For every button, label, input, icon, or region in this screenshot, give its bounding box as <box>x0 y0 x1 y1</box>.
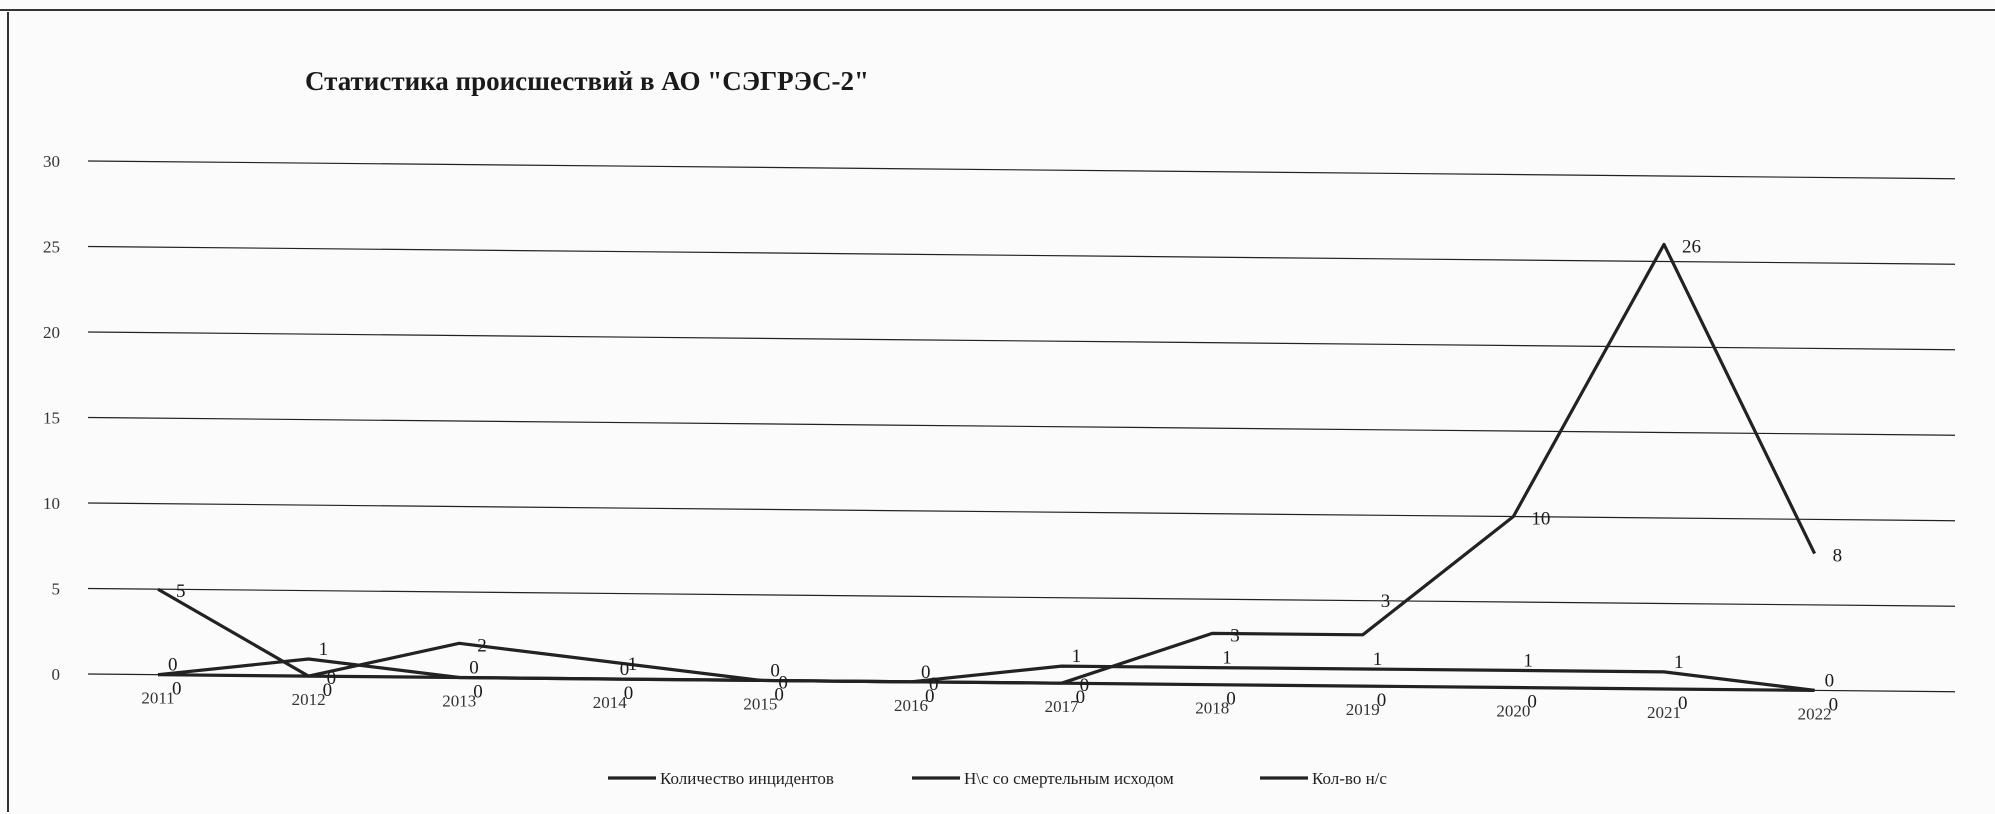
data-label: 0 <box>624 683 634 704</box>
x-tick-label: 2017 <box>1045 697 1080 716</box>
y-tick-label: 10 <box>43 494 60 513</box>
x-tick-label: 2014 <box>593 693 628 712</box>
x-tick-label: 2012 <box>292 690 326 709</box>
data-label: 0 <box>1377 690 1387 711</box>
y-axis-ticks: 0 5 10 15 20 25 30 <box>43 152 60 684</box>
data-label: 5 <box>176 581 186 602</box>
gridline <box>87 587 1956 607</box>
data-label: 26 <box>1682 236 1701 257</box>
data-label: 0 <box>929 674 939 695</box>
data-label: 0 <box>1527 692 1537 713</box>
data-label: 10 <box>1531 509 1550 530</box>
x-tick-label: 2021 <box>1647 703 1681 722</box>
x-tick-label: 2019 <box>1346 700 1380 719</box>
data-label: 0 <box>1825 670 1835 691</box>
data-label: 8 <box>1833 546 1843 567</box>
gridline <box>87 416 1956 436</box>
gridline <box>87 160 1956 180</box>
data-label: 0 <box>1080 675 1090 696</box>
data-label: 1 <box>1674 652 1684 673</box>
x-tick-label: 2011 <box>141 689 174 708</box>
legend-entry: Н\с со смертельным исходом <box>964 769 1174 788</box>
data-label: 0 <box>172 679 182 700</box>
gridline <box>87 245 1956 265</box>
data-label: 1 <box>628 654 638 675</box>
x-axis-ticks: 2011 2012 2013 2014 2015 2016 2017 2018 2019 2020… <box>141 689 1831 724</box>
data-label: 1 <box>1373 649 1383 670</box>
data-label: 1 <box>319 639 329 660</box>
x-tick-label: 2020 <box>1496 702 1530 721</box>
data-label: 0 <box>1829 694 1839 715</box>
series-lines <box>157 242 1817 692</box>
data-label: 0 <box>921 662 931 683</box>
legend: Количество инцидентов Н\с со смертельным … <box>608 769 1387 788</box>
gridlines <box>87 160 1956 693</box>
data-label: 0 <box>473 682 483 703</box>
x-tick-label: 2022 <box>1798 704 1832 723</box>
data-label: 0 <box>770 660 780 681</box>
data-label: 0 <box>1226 689 1236 710</box>
y-tick-label: 5 <box>52 580 61 599</box>
x-tick-label: 2015 <box>743 694 777 713</box>
data-label: 3 <box>1381 591 1391 612</box>
data-label: 0 <box>327 668 337 689</box>
data-label: 2 <box>477 635 487 656</box>
data-label: 1 <box>1523 650 1533 671</box>
x-tick-label: 2013 <box>442 692 476 711</box>
legend-entry: Кол-во н/с <box>1312 769 1387 788</box>
legend-entry: Количество инцидентов <box>660 769 834 788</box>
chart-title: Статистика происшествий в АО "СЭГРЭС-2" <box>305 66 869 96</box>
y-tick-label: 15 <box>43 409 60 428</box>
y-tick-label: 30 <box>43 152 60 171</box>
data-label: 0 <box>323 680 333 701</box>
data-label: 0 <box>925 686 935 707</box>
data-label: 0 <box>774 684 784 705</box>
y-tick-label: 25 <box>43 238 60 257</box>
x-tick-label: 2016 <box>894 696 928 715</box>
data-label: 1 <box>1222 648 1232 669</box>
data-label: 3 <box>1230 625 1240 646</box>
data-label: 0 <box>1076 687 1086 708</box>
data-label: 0 <box>778 672 788 693</box>
data-label: 0 <box>620 659 630 680</box>
y-tick-label: 20 <box>43 323 60 342</box>
series-line-1 <box>157 657 1815 692</box>
series-line-3 <box>157 242 1817 685</box>
data-label: 0 <box>469 658 479 679</box>
data-label: 0 <box>1678 693 1688 714</box>
gridline <box>87 502 1956 522</box>
data-label: 1 <box>1072 646 1082 667</box>
x-tick-label: 2018 <box>1195 699 1229 718</box>
y-tick-label: 0 <box>52 665 61 684</box>
data-label: 0 <box>168 655 178 676</box>
gridline <box>87 331 1956 351</box>
